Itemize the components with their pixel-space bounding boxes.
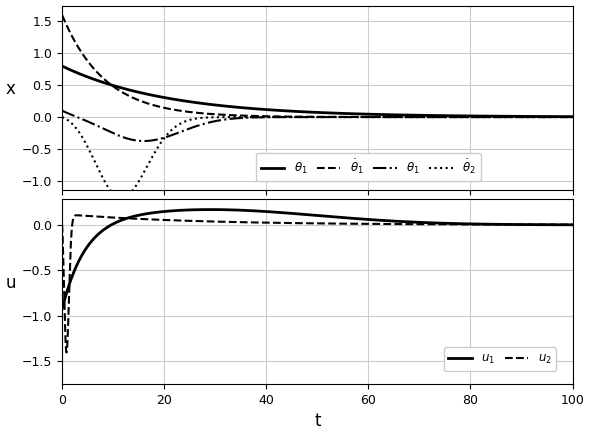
$\dot{\theta}_2$ [440, 115, 447, 120]
$\theta_1$ [478, 115, 486, 120]
$\theta_1$ [152, 137, 159, 143]
$\dot{\theta}_2$ [152, 150, 159, 155]
$\theta_1$ [391, 112, 398, 117]
$\theta_1$ [58, 108, 65, 113]
Y-axis label: u: u [5, 274, 16, 292]
$\dot{\theta}_1$ [151, 103, 158, 108]
$\theta_1$ [440, 115, 447, 120]
$u_1$ [440, 221, 447, 226]
$u_2$ [152, 217, 159, 222]
Legend: $u_1$, $u_2$: $u_1$, $u_2$ [444, 347, 556, 371]
Line: $\theta_1$: $\theta_1$ [62, 111, 572, 141]
Line: $\dot{\theta}_1$: $\dot{\theta}_1$ [62, 15, 572, 117]
Y-axis label: x: x [6, 80, 16, 98]
$\dot{\theta}_1$ [478, 114, 486, 119]
$u_1$ [254, 208, 261, 214]
$\theta_1$ [140, 138, 148, 143]
$\theta_1$ [440, 113, 447, 118]
$u_1$ [365, 217, 372, 222]
$\dot{\theta}_2$ [58, 115, 65, 120]
$\theta_1$ [569, 114, 576, 119]
$\dot{\theta}_1$ [440, 114, 447, 119]
Line: $\theta_1$: $\theta_1$ [62, 66, 572, 117]
$\theta_1$ [478, 113, 486, 119]
$u_1$ [151, 210, 158, 215]
$u_1$ [391, 218, 398, 224]
Line: $\dot{\theta}_2$: $\dot{\theta}_2$ [62, 117, 572, 198]
$u_1$ [58, 307, 65, 312]
$\dot{\theta}_2$ [118, 195, 125, 201]
$u_1$ [478, 221, 486, 227]
$u_2$ [569, 222, 576, 227]
$\theta_1$ [365, 115, 372, 120]
$u_2$ [440, 221, 447, 227]
$\dot{\theta}_1$ [365, 114, 372, 119]
$\dot{\theta}_2$ [254, 115, 261, 120]
$u_2$ [391, 221, 398, 227]
$\dot{\theta}_2$ [569, 115, 576, 120]
Line: $u_1$: $u_1$ [62, 210, 572, 309]
$u_2$ [73, 213, 80, 218]
$u_2$ [63, 350, 70, 355]
$\dot{\theta}_1$ [58, 13, 65, 18]
$\dot{\theta}_2$ [365, 115, 372, 120]
$\dot{\theta}_2$ [391, 115, 398, 120]
$u_1$ [207, 207, 214, 212]
$\theta_1$ [58, 64, 65, 69]
$u_2$ [58, 222, 65, 228]
$u_2$ [478, 222, 486, 227]
$\theta_1$ [391, 115, 398, 120]
$u_1$ [569, 222, 576, 228]
$u_2$ [365, 221, 372, 226]
$\theta_1$ [254, 115, 261, 120]
$\theta_1$ [569, 115, 576, 120]
Line: $u_2$: $u_2$ [62, 215, 572, 353]
$\theta_1$ [254, 106, 261, 112]
$\dot{\theta}_1$ [391, 114, 398, 119]
$\dot{\theta}_1$ [569, 115, 576, 120]
$\dot{\theta}_1$ [254, 113, 261, 119]
$\theta_1$ [365, 112, 372, 117]
$\dot{\theta}_2$ [478, 115, 486, 120]
Legend: $\theta_1$, $\dot{\theta}_1$, $\theta_1$, $\dot{\theta}_2$: $\theta_1$, $\dot{\theta}_1$, $\theta_1$… [256, 153, 481, 181]
$\theta_1$ [151, 93, 158, 99]
X-axis label: t: t [314, 412, 320, 430]
$u_2$ [254, 220, 261, 225]
